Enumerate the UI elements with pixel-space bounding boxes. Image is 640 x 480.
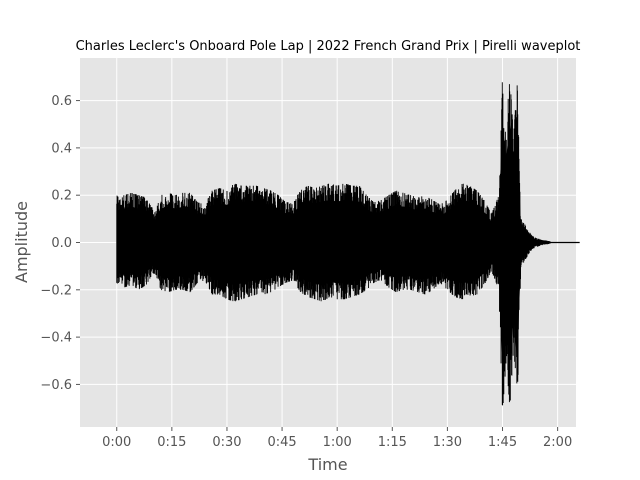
x-axis-ticks: 0:00 0:15 0:30 0:45 1:00 1:15 1:30 1:45 2:00 [102, 427, 572, 450]
y-tick-label: −0.2 [40, 283, 72, 298]
x-axis-label: Time [307, 455, 347, 474]
y-axis-label: Amplitude [12, 201, 31, 283]
x-tick-label: 0:00 [102, 435, 131, 450]
chart-title: Charles Leclerc's Onboard Pole Lap | 202… [76, 39, 581, 54]
waveform [116, 82, 580, 406]
y-axis-ticks: 0.6 0.4 0.2 0.0 −0.2 −0.4 −0.6 [40, 94, 80, 393]
y-tick-label: −0.4 [40, 331, 72, 346]
x-tick-label: 1:30 [433, 435, 462, 450]
x-tick-label: 1:15 [378, 435, 407, 450]
x-tick-label: 0:30 [212, 435, 241, 450]
waveform-core [116, 121, 551, 366]
x-tick-label: 0:15 [157, 435, 186, 450]
y-tick-label: 0.2 [51, 189, 72, 204]
y-tick-label: 0.0 [51, 236, 72, 251]
x-tick-label: 1:45 [488, 435, 517, 450]
x-tick-label: 0:45 [267, 435, 296, 450]
x-tick-label: 2:00 [543, 435, 572, 450]
y-tick-label: 0.6 [51, 94, 72, 109]
y-tick-label: 0.4 [51, 141, 72, 156]
y-tick-label: −0.6 [40, 378, 72, 393]
x-tick-label: 1:00 [323, 435, 352, 450]
